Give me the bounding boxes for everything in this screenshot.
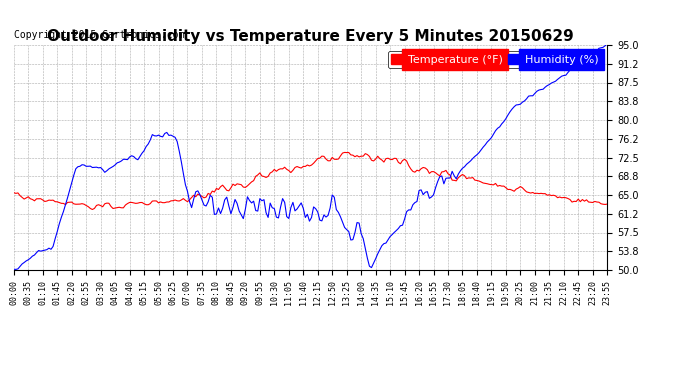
Text: Copyright 2015 Cartronics.com: Copyright 2015 Cartronics.com [14,30,184,40]
Title: Outdoor Humidity vs Temperature Every 5 Minutes 20150629: Outdoor Humidity vs Temperature Every 5 … [47,29,574,44]
Legend: Temperature (°F), Humidity (%): Temperature (°F), Humidity (%) [388,51,602,68]
